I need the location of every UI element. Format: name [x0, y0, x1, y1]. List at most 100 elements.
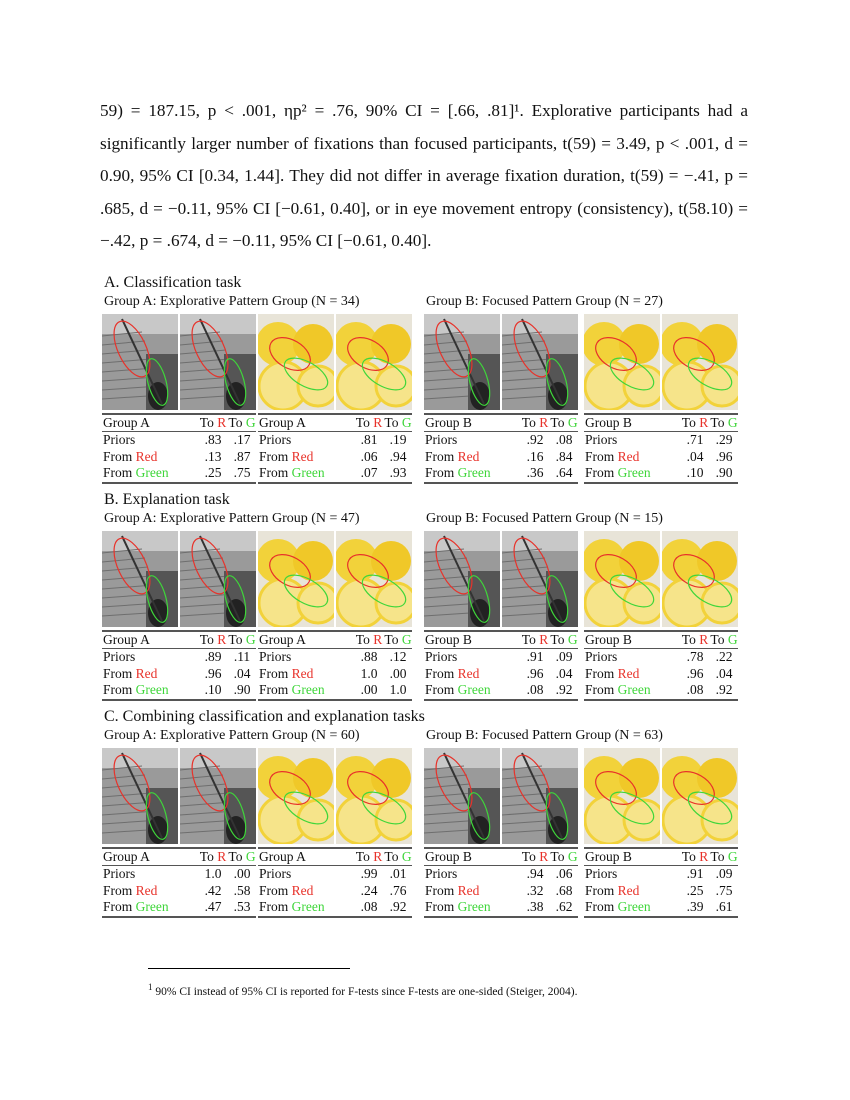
green-label: Green: [135, 899, 169, 914]
row-label: From Red: [424, 449, 520, 466]
table-row: From Red .25 .75: [584, 883, 738, 900]
from-label: From: [103, 882, 133, 898]
r-label: R: [699, 849, 709, 864]
transition-table-block: Group B To R To G Priors .91.09 From Red .25.7…: [584, 748, 738, 918]
transition-table-block: Group A To R To G Priors .81.19 From Red .06.9…: [258, 314, 412, 484]
row-label: From Green: [102, 465, 198, 483]
from-label: From: [259, 682, 289, 697]
to-g-value: .62: [555, 899, 573, 914]
to-label: To: [355, 415, 370, 430]
to-r-value: .99: [360, 866, 378, 881]
g-label: G: [727, 415, 738, 430]
table-row: From Green .08 .92: [584, 682, 738, 700]
stairs-heatmap-image: [502, 531, 578, 627]
stairs-heatmap-image: [424, 748, 500, 844]
row-label: Priors: [584, 649, 680, 666]
row-label: From Red: [424, 666, 520, 683]
lemon-heatmap-image: [336, 748, 412, 844]
row-label: From Red: [584, 666, 680, 683]
row-label: Priors: [424, 432, 520, 449]
table-header-row: Group B To R To G: [424, 631, 578, 649]
from-label: From: [585, 899, 615, 914]
to-g-value: .19: [389, 432, 407, 447]
group-label: Group A: Explorative Pattern Group (N = …: [104, 294, 360, 309]
row-label: Priors: [258, 866, 354, 883]
row-label: From Red: [584, 883, 680, 900]
to-g-value: .68: [555, 882, 573, 898]
table-row: From Red .42 .58: [102, 883, 256, 900]
to-r-header: To R: [354, 848, 383, 866]
green-label: Green: [291, 899, 325, 914]
to-r-value: .94: [526, 866, 544, 881]
to-label: To: [521, 632, 536, 647]
to-g-header: To G: [709, 414, 738, 432]
from-label: From: [259, 665, 289, 681]
from-label: From: [103, 665, 133, 681]
to-label: To: [199, 415, 214, 430]
group-header: Group B: [584, 414, 680, 432]
green-label: Green: [291, 465, 325, 480]
priors-label: Priors: [585, 866, 618, 881]
r-label: R: [539, 849, 549, 864]
to-g-value: .11: [233, 649, 251, 664]
to-g-value: .96: [715, 448, 733, 464]
to-g-value: .92: [389, 899, 407, 914]
table-row: From Green .00 1.0: [258, 682, 412, 700]
row-label: From Green: [584, 899, 680, 917]
section-title: A. Classification task: [104, 274, 242, 291]
to-g-header: To G: [227, 848, 256, 866]
lemon-heatmap-image: [258, 531, 334, 627]
red-label: Red: [135, 882, 158, 898]
g-label: G: [567, 632, 578, 647]
table-header-row: Group B To R To G: [584, 414, 738, 432]
to-label: To: [355, 632, 370, 647]
green-label: Green: [617, 465, 651, 480]
image-pair: [102, 748, 256, 844]
to-r-value: .08: [360, 899, 378, 914]
row-label: From Green: [584, 465, 680, 483]
from-label: From: [103, 899, 133, 914]
to-g-header: To G: [227, 414, 256, 432]
to-r-value: .04: [686, 448, 704, 464]
to-r-header: To R: [520, 848, 549, 866]
to-r-header: To R: [680, 631, 709, 649]
table-header-row: Group A To R To G: [258, 414, 412, 432]
to-r-value: .32: [526, 882, 544, 898]
to-r-value: .10: [686, 465, 704, 480]
red-label: Red: [617, 882, 640, 898]
to-r-value: .47: [204, 899, 222, 914]
to-r-value: .39: [686, 899, 704, 914]
priors-label: Priors: [259, 866, 292, 881]
to-r-value: .38: [526, 899, 544, 914]
stairs-heatmap-image: [102, 748, 178, 844]
table-row: From Green .36 .64: [424, 465, 578, 483]
to-g-header: To G: [227, 631, 256, 649]
to-g-value: .17: [233, 432, 251, 447]
green-label: Green: [135, 465, 169, 480]
to-r-header: To R: [198, 848, 227, 866]
to-g-value: .06: [555, 866, 573, 881]
stairs-heatmap-image: [180, 314, 256, 410]
row-label: Priors: [102, 432, 198, 449]
group-header: Group A: [102, 631, 198, 649]
green-label: Green: [617, 899, 651, 914]
to-g-value: .94: [389, 448, 407, 464]
row-label: From Green: [258, 899, 354, 917]
table-row: From Red .96 .04: [424, 666, 578, 683]
g-label: G: [245, 849, 256, 864]
to-g-value: .90: [233, 682, 251, 697]
red-label: Red: [617, 665, 640, 681]
table-row: Priors .91 .09: [424, 649, 578, 666]
to-label: To: [710, 849, 725, 864]
to-g-value: .01: [389, 866, 407, 881]
row-label: Priors: [102, 866, 198, 883]
to-g-value: .04: [555, 665, 573, 681]
row-label: From Green: [102, 682, 198, 700]
transition-table-block: Group A To R To G Priors .89.11 From Red .96.0…: [102, 531, 256, 701]
to-r-value: .96: [204, 665, 222, 681]
section-title: B. Explanation task: [104, 491, 230, 508]
body-paragraph: 59) = 187.15, p < .001, ηp² = .76, 90% C…: [100, 101, 748, 250]
table-row: From Green .08 .92: [424, 682, 578, 700]
table-row: Priors .88 .12: [258, 649, 412, 666]
footnote: 1 90% CI instead of 95% CI is reported f…: [148, 982, 578, 998]
